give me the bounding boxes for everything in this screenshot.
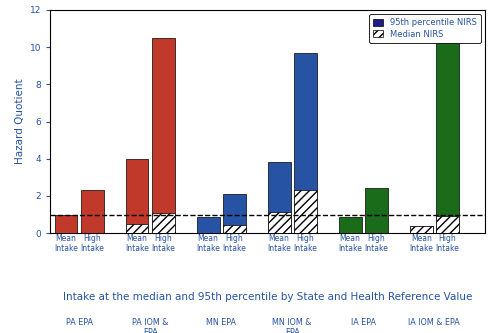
- Bar: [152, 38, 174, 233]
- Bar: [126, 159, 148, 233]
- Bar: [196, 217, 220, 233]
- Text: MN IOM &
EPA: MN IOM & EPA: [272, 318, 312, 333]
- X-axis label: Intake at the median and 95th percentile by State and Health Reference Value: Intake at the median and 95th percentile…: [63, 292, 472, 302]
- Bar: [268, 212, 290, 233]
- Bar: [410, 226, 432, 233]
- Bar: [294, 53, 316, 233]
- Text: PA IOM &
EPA: PA IOM & EPA: [132, 318, 168, 333]
- Text: MN EPA: MN EPA: [206, 318, 236, 327]
- Bar: [410, 226, 432, 233]
- Bar: [80, 190, 104, 233]
- Text: PA EPA: PA EPA: [66, 318, 92, 327]
- Bar: [126, 224, 148, 233]
- Bar: [339, 217, 361, 233]
- Bar: [152, 213, 174, 233]
- Text: IA EPA: IA EPA: [351, 318, 376, 327]
- Bar: [268, 163, 290, 233]
- Bar: [436, 216, 459, 233]
- Bar: [294, 190, 316, 233]
- Bar: [365, 188, 388, 233]
- Bar: [223, 225, 246, 233]
- Y-axis label: Hazard Quotient: Hazard Quotient: [16, 79, 26, 165]
- Text: IA IOM & EPA: IA IOM & EPA: [408, 318, 460, 327]
- Bar: [436, 27, 459, 233]
- Legend: 95th percentile NIRS, Median NIRS: 95th percentile NIRS, Median NIRS: [369, 14, 481, 43]
- Bar: [54, 214, 78, 233]
- Bar: [223, 194, 246, 233]
